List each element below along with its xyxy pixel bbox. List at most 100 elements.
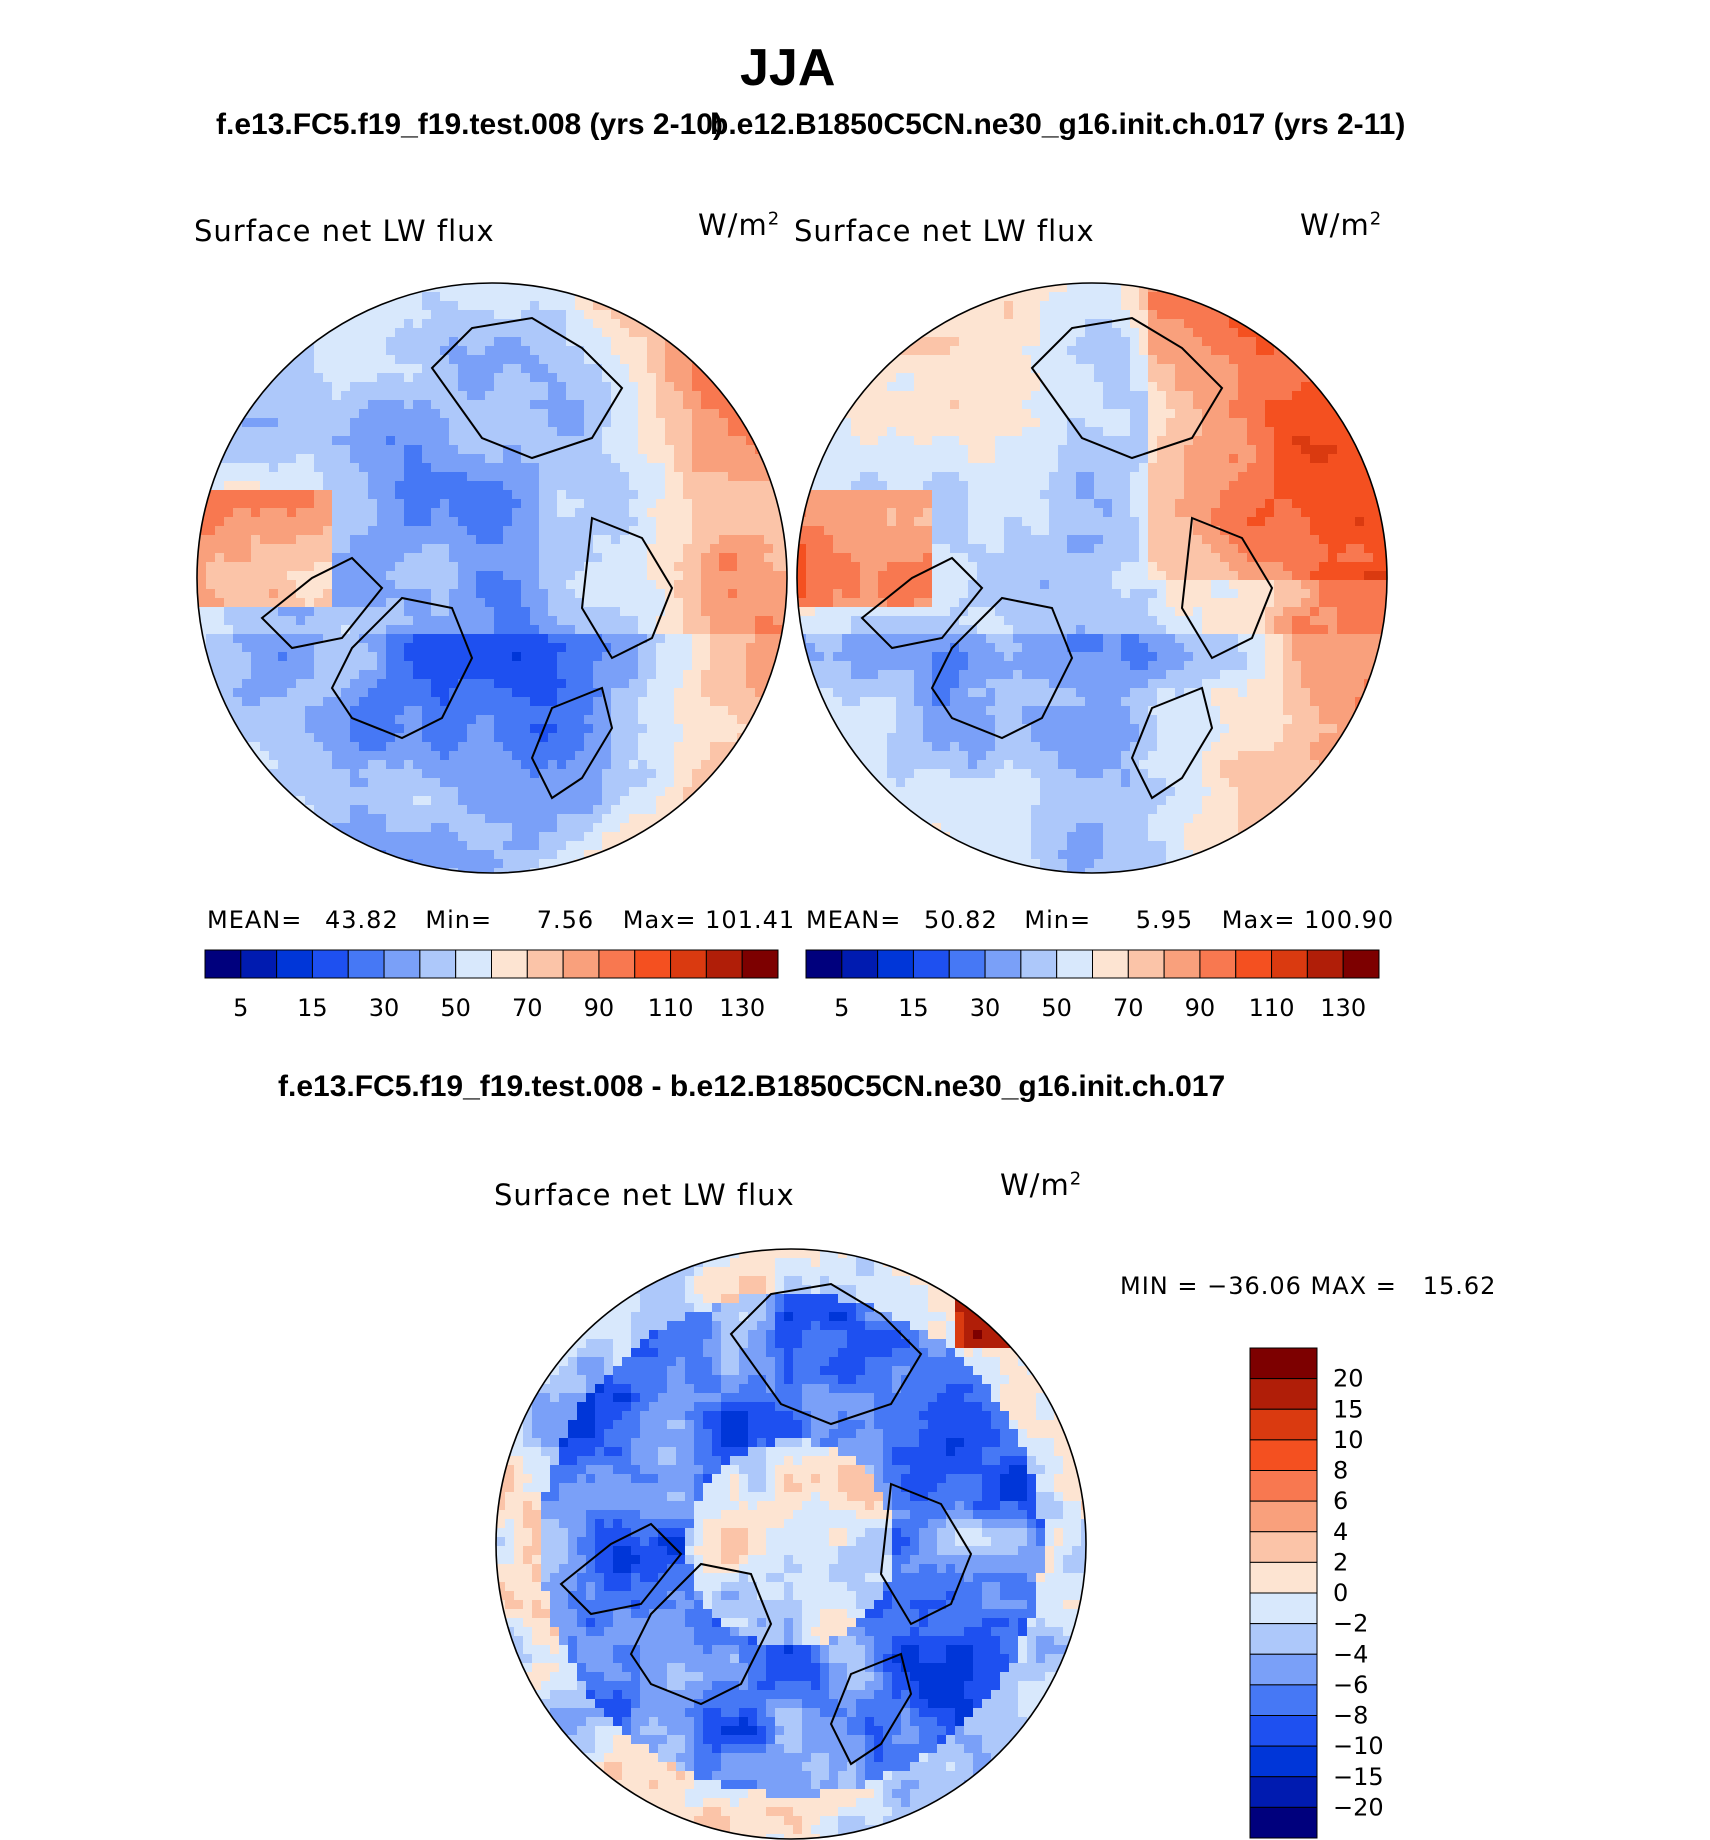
- field-cell: [485, 400, 495, 410]
- field-cell: [593, 427, 603, 437]
- field-cell: [377, 634, 387, 644]
- field-cell: [728, 625, 738, 635]
- field-cell: [602, 445, 612, 455]
- field-cell: [458, 283, 468, 293]
- field-cell: [701, 724, 711, 734]
- field-cell: [332, 445, 342, 455]
- field-cell: [278, 679, 288, 689]
- field-cell: [377, 418, 387, 428]
- field-cell: [404, 337, 414, 347]
- field-cell: [350, 742, 360, 752]
- field-cell: [350, 634, 360, 644]
- field-cell: [1085, 472, 1095, 482]
- field-cell: [701, 562, 711, 572]
- field-cell: [1004, 364, 1014, 374]
- field-cell: [215, 490, 225, 500]
- field-cell: [494, 751, 504, 761]
- field-cell: [932, 445, 942, 455]
- field-cell: [521, 733, 531, 743]
- field-cell: [620, 571, 630, 581]
- field-cell: [1283, 364, 1293, 374]
- field-cell: [575, 625, 585, 635]
- field-cell: [1031, 391, 1041, 401]
- field-cell: [287, 607, 297, 617]
- field-cell: [548, 355, 558, 365]
- units-text: W/m: [1000, 1168, 1070, 1202]
- field-cell: [1166, 373, 1176, 383]
- field-cell: [215, 472, 225, 482]
- field-cell: [539, 301, 549, 311]
- field-cell: [467, 499, 477, 509]
- field-cell: [692, 778, 702, 788]
- field-cell: [1139, 400, 1149, 410]
- field-cell: [251, 724, 261, 734]
- field-cell: [296, 409, 306, 419]
- field-cell: [359, 814, 369, 824]
- field-cell: [1211, 454, 1221, 464]
- field-cell: [593, 346, 603, 356]
- field-cell: [260, 607, 270, 617]
- field-cell: [575, 472, 585, 482]
- field-cell: [1265, 517, 1275, 527]
- field-cell: [332, 553, 342, 563]
- field-cell: [296, 526, 306, 536]
- field-cell: [287, 427, 297, 437]
- field-cell: [1184, 436, 1194, 446]
- field-cell: [656, 715, 666, 725]
- field-cell: [503, 454, 513, 464]
- field-cell: [674, 508, 684, 518]
- field-cell: [1175, 490, 1185, 500]
- field-cell: [359, 616, 369, 626]
- field-cell: [269, 463, 279, 473]
- field-cell: [305, 373, 315, 383]
- field-cell: [521, 472, 531, 482]
- field-cell: [260, 625, 270, 635]
- field-cell: [629, 607, 639, 617]
- field-cell: [242, 688, 252, 698]
- field-cell: [1031, 472, 1041, 482]
- field-cell: [566, 526, 576, 536]
- field-cell: [1004, 508, 1014, 518]
- field-cell: [1103, 337, 1113, 347]
- field-cell: [566, 382, 576, 392]
- field-cell: [1121, 454, 1131, 464]
- field-cell: [287, 553, 297, 563]
- field-cell: [557, 670, 567, 680]
- field-cell: [914, 499, 924, 509]
- field-cell: [1058, 490, 1068, 500]
- field-cell: [278, 517, 288, 527]
- field-cell: [1220, 346, 1230, 356]
- field-cell: [755, 679, 765, 689]
- field-cell: [773, 517, 783, 527]
- field-cell: [1130, 481, 1140, 491]
- field-cell: [1148, 463, 1158, 473]
- field-cell: [575, 679, 585, 689]
- field-cell: [1130, 490, 1140, 500]
- field-cell: [530, 661, 540, 671]
- field-cell: [932, 517, 942, 527]
- field-cell: [359, 472, 369, 482]
- field-cell: [251, 400, 261, 410]
- field-cell: [1184, 481, 1194, 491]
- field-cell: [674, 454, 684, 464]
- field-cell: [305, 499, 315, 509]
- field-cell: [530, 814, 540, 824]
- field-cell: [638, 724, 648, 734]
- field-cell: [467, 454, 477, 464]
- field-cell: [431, 364, 441, 374]
- field-cell: [341, 652, 351, 662]
- field-cell: [269, 616, 279, 626]
- field-cell: [467, 328, 477, 338]
- field-cell: [359, 526, 369, 536]
- field-cell: [224, 472, 234, 482]
- field-cell: [602, 832, 612, 842]
- field-cell: [833, 526, 843, 536]
- field-cell: [233, 535, 243, 545]
- field-cell: [323, 706, 333, 716]
- field-cell: [440, 625, 450, 635]
- field-cell: [467, 292, 477, 302]
- field-cell: [269, 472, 279, 482]
- field-cell: [1157, 391, 1167, 401]
- field-cell: [755, 652, 765, 662]
- field-cell: [1022, 445, 1032, 455]
